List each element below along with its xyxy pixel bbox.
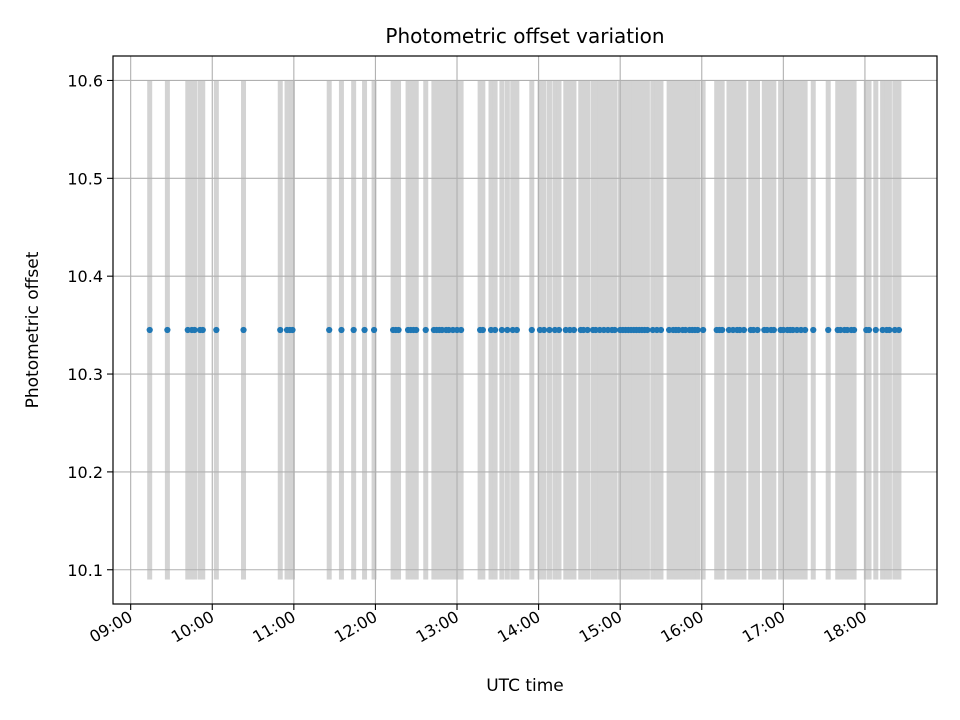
- data-point: [395, 326, 402, 334]
- data-point: [146, 326, 153, 334]
- plot-frame: [112, 55, 938, 605]
- data-point: [611, 326, 618, 334]
- data-point: [164, 326, 171, 334]
- data-point: [199, 326, 206, 334]
- x-tick-label: 15:00: [576, 607, 625, 647]
- data-point: [413, 326, 420, 334]
- data-point: [513, 326, 520, 334]
- chart-title: Photometric offset variation: [385, 24, 664, 48]
- x-tick-label: 12:00: [331, 607, 380, 647]
- data-point: [850, 326, 858, 334]
- data-point: [213, 326, 220, 334]
- data-point: [457, 326, 465, 334]
- data-point: [350, 326, 357, 334]
- data-point: [422, 326, 429, 334]
- data-point: [326, 326, 333, 334]
- x-tick-label: 18:00: [821, 607, 870, 647]
- y-tick-label: 10.2: [67, 463, 103, 482]
- data-point: [584, 326, 591, 334]
- data-point: [895, 326, 903, 334]
- data-point: [277, 326, 284, 334]
- y-tick-label: 10.5: [67, 169, 103, 188]
- data-point: [191, 326, 198, 334]
- data-point: [754, 326, 761, 334]
- data-point: [289, 326, 296, 334]
- data-point: [479, 326, 486, 334]
- data-point: [555, 326, 563, 334]
- data-point: [540, 326, 548, 334]
- data-point: [802, 326, 809, 334]
- data-point: [872, 326, 879, 334]
- x-tick-label: 14:00: [494, 607, 543, 647]
- data-point: [657, 326, 665, 334]
- x-tick-label: 16:00: [657, 607, 706, 647]
- data-point: [825, 326, 832, 334]
- data-point: [570, 326, 578, 334]
- data-point: [810, 326, 817, 334]
- data-point: [694, 326, 701, 334]
- x-tick-label: 17:00: [739, 607, 788, 647]
- data-point: [528, 326, 535, 334]
- x-tick-label: 11:00: [249, 607, 298, 647]
- data-point: [370, 326, 378, 334]
- data-point: [719, 326, 726, 334]
- x-tick-label: 13:00: [413, 607, 462, 647]
- data-point: [770, 326, 777, 334]
- data-point: [644, 326, 651, 334]
- x-tick-label: 09:00: [86, 607, 135, 647]
- y-tick-label: 10.1: [67, 561, 103, 580]
- data-point: [504, 326, 511, 334]
- data-point: [865, 326, 873, 334]
- data-point: [498, 326, 505, 334]
- data-point: [740, 326, 748, 334]
- x-tick-label: 10:00: [168, 607, 217, 647]
- y-tick-label: 10.4: [67, 267, 103, 286]
- data-point: [491, 326, 499, 334]
- data-point: [338, 326, 345, 334]
- data-points: [146, 326, 903, 334]
- y-tick-label: 10.6: [67, 71, 103, 90]
- data-point: [886, 326, 893, 334]
- data-point: [240, 326, 247, 334]
- data-point: [546, 326, 553, 334]
- y-tick-label: 10.3: [67, 365, 103, 384]
- x-axis-label: UTC time: [486, 676, 564, 696]
- y-axis-label: Photometric offset: [23, 251, 43, 408]
- data-point: [361, 326, 368, 334]
- data-point: [700, 326, 707, 334]
